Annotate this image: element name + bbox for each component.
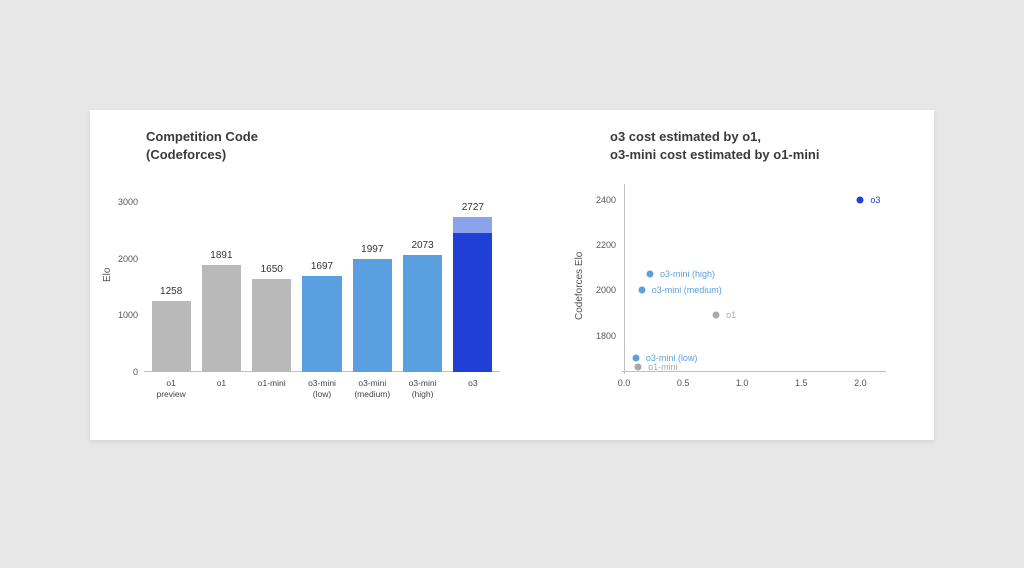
scatter-point bbox=[647, 271, 654, 278]
scatter-point bbox=[713, 312, 720, 319]
scatter-point-label: o1-mini bbox=[648, 362, 678, 372]
bar-chart-area: 01000200030001258o1 preview1891o11650o1-… bbox=[146, 202, 498, 372]
scatter-ytick-label: 2400 bbox=[576, 195, 616, 205]
scatter-ytick-label: 2000 bbox=[576, 285, 616, 295]
bar-chart-ylabel: Elo bbox=[102, 268, 113, 282]
bar bbox=[152, 301, 191, 372]
scatter-point bbox=[857, 196, 864, 203]
scatter-chart-title: o3 cost estimated by o1, o3-mini cost es… bbox=[610, 128, 820, 163]
bar-chart-ytick-label: 2000 bbox=[98, 254, 138, 264]
scatter-chart-area: 18002000220024000.00.51.01.52.0o3o3-mini… bbox=[624, 186, 884, 372]
bar-chart-ytick-label: 0 bbox=[98, 367, 138, 377]
bar-category-label: o3 bbox=[443, 378, 503, 389]
bar-value-label: 1258 bbox=[141, 286, 201, 297]
scatter-xtick-label: 2.0 bbox=[854, 378, 867, 388]
scatter-point-label: o3 bbox=[870, 195, 880, 205]
bar-value-label: 1891 bbox=[191, 250, 251, 261]
bar-chart-ytick-label: 1000 bbox=[98, 310, 138, 320]
bar bbox=[302, 276, 341, 372]
scatter-xtick-label: 0.5 bbox=[677, 378, 690, 388]
scatter-chart-panel: o3 cost estimated by o1, o3-mini cost es… bbox=[560, 110, 934, 440]
bar-value-label: 1697 bbox=[292, 261, 352, 272]
bar bbox=[353, 259, 392, 372]
bar-chart-panel: Competition Code (Codeforces) Elo 010002… bbox=[90, 110, 520, 440]
scatter-ytick-label: 1800 bbox=[576, 331, 616, 341]
scatter-chart-y-axis bbox=[624, 184, 625, 374]
chart-card: Competition Code (Codeforces) Elo 010002… bbox=[90, 110, 934, 440]
bar bbox=[403, 255, 442, 372]
scatter-point-label: o3-mini (medium) bbox=[652, 285, 722, 295]
scatter-xtick-label: 1.0 bbox=[736, 378, 749, 388]
scatter-point-label: o1 bbox=[726, 310, 736, 320]
bar bbox=[252, 279, 291, 373]
bar bbox=[202, 265, 241, 372]
bar-value-label: 2727 bbox=[443, 202, 503, 213]
scatter-xtick-label: 0.0 bbox=[618, 378, 631, 388]
bar-cap bbox=[453, 217, 492, 233]
scatter-point bbox=[632, 355, 639, 362]
scatter-ytick-label: 2200 bbox=[576, 240, 616, 250]
scatter-point-label: o3-mini (high) bbox=[660, 269, 715, 279]
scatter-point bbox=[635, 364, 642, 371]
bar-value-label: 2073 bbox=[393, 240, 453, 251]
bar bbox=[453, 217, 492, 372]
bar-chart-ytick-label: 3000 bbox=[98, 197, 138, 207]
bar-chart-title: Competition Code (Codeforces) bbox=[146, 128, 258, 163]
scatter-xtick-label: 1.5 bbox=[795, 378, 808, 388]
scatter-point bbox=[638, 287, 645, 294]
